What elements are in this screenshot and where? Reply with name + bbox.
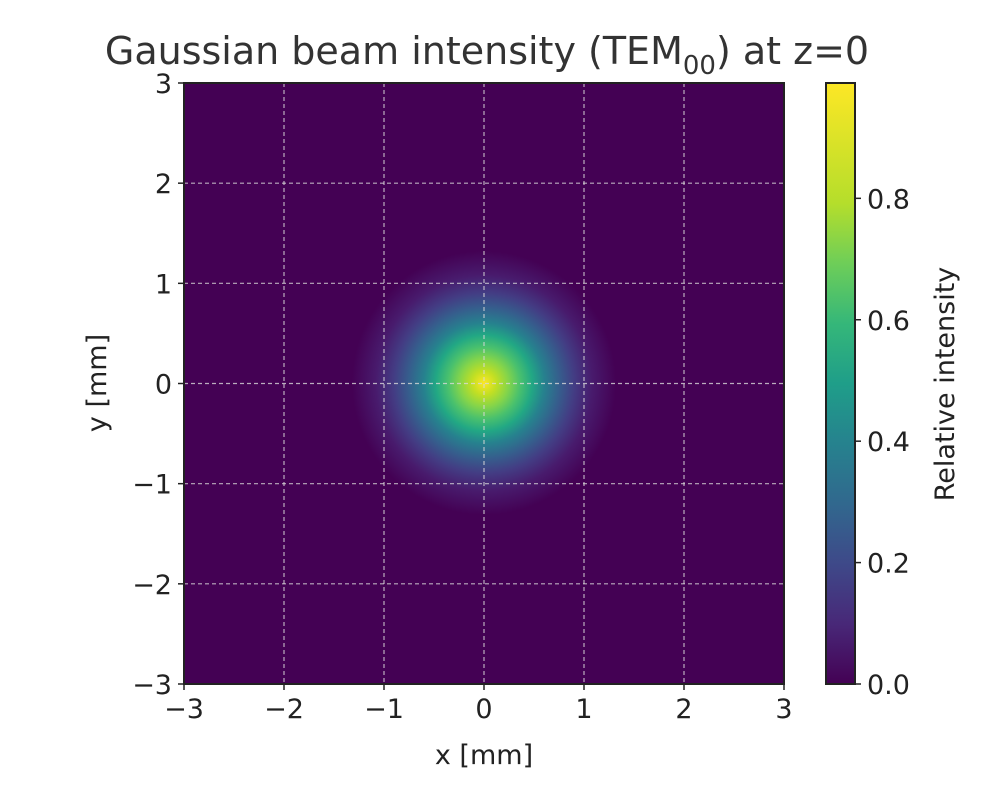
colorbar-label: Relative intensity (930, 267, 961, 502)
x-tick-label: 0 (475, 694, 492, 725)
heatmap-image (184, 83, 784, 684)
colorbar: 0.0 0.2 0.4 0.6 0.8 Relative intensity (825, 82, 961, 701)
colorbar-tick-label: 0.4 (867, 427, 910, 458)
x-axis-label: x [mm] (435, 740, 533, 771)
colorbar-tick-label: 0.6 (867, 306, 910, 337)
y-axis-ticks: −3 −2 −1 0 1 2 3 (132, 69, 184, 701)
x-axis-ticks: −3 −2 −1 0 1 2 3 (164, 684, 793, 725)
colorbar-ticks: 0.0 0.2 0.4 0.6 0.8 (855, 184, 910, 701)
y-tick-label: 2 (155, 169, 172, 200)
heatmap-area (183, 82, 785, 685)
colorbar-tick-label: 0.8 (867, 184, 910, 215)
y-tick-label: 0 (155, 370, 172, 401)
y-tick-label: 3 (155, 69, 172, 100)
grid-lines (184, 83, 784, 684)
x-tick-label: 2 (675, 694, 692, 725)
y-tick-label: −3 (132, 670, 172, 701)
y-tick-label: −2 (132, 570, 172, 601)
x-tick-label: 3 (775, 694, 792, 725)
colorbar-tick-label: 0.0 (867, 670, 910, 701)
x-tick-label: −3 (164, 694, 204, 725)
y-axis-label: y [mm] (82, 334, 113, 432)
chart-title: Gaussian beam intensity (TEM00) at z=0 (105, 29, 869, 81)
colorbar-gradient (825, 82, 856, 685)
colorbar-tick-label: 0.2 (867, 549, 910, 580)
y-tick-label: 1 (155, 269, 172, 300)
x-tick-label: −1 (364, 694, 404, 725)
x-tick-label: −2 (264, 694, 304, 725)
x-tick-label: 1 (575, 694, 592, 725)
y-tick-label: −1 (132, 470, 172, 501)
